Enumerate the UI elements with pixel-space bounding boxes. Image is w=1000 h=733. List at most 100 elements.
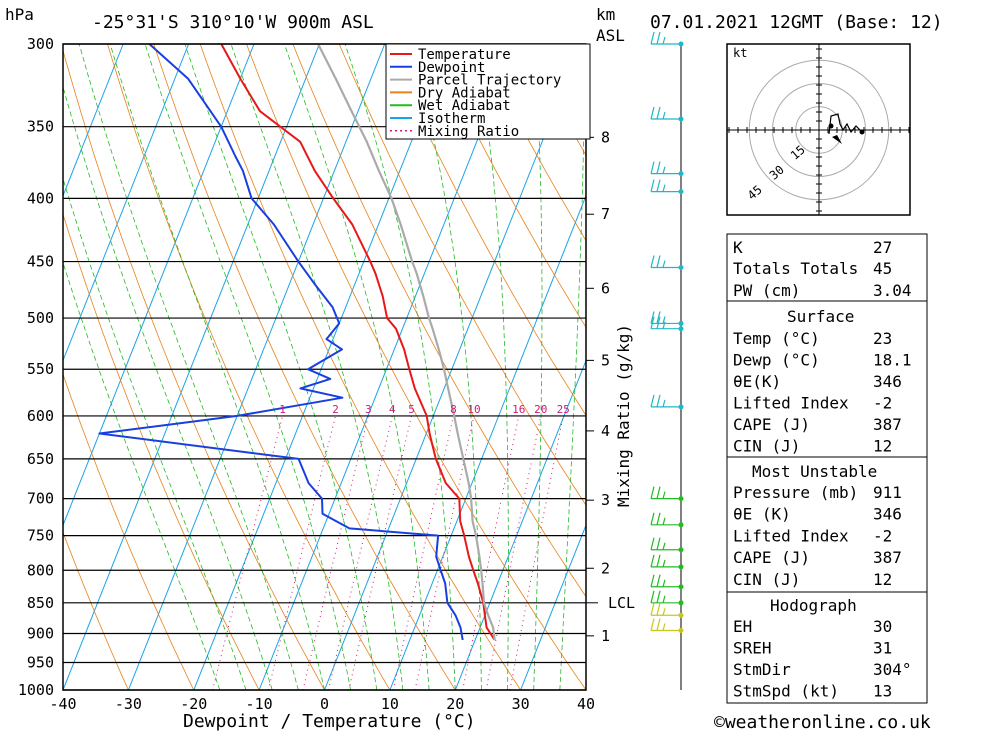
dry-adiabat-line (385, 44, 586, 417)
wind-barb-flag (662, 579, 666, 587)
wind-barb-flag (662, 36, 666, 45)
table-row-label: EH (733, 617, 752, 636)
wind-barb-flag (650, 311, 655, 324)
wind-barb-flag (656, 161, 661, 174)
mixing-ratio-label: 3 (365, 403, 372, 416)
wind-barb-dot (678, 564, 684, 570)
wind-barb-flag (650, 161, 655, 174)
table-row-value: 911 (873, 483, 902, 502)
lcl-label: LCL (608, 594, 635, 612)
footer-credit: ©weatheronline.co.uk (714, 712, 931, 733)
wet-adiabat-line (63, 85, 273, 690)
isotherm-line (454, 359, 586, 690)
asl-unit-label: ASL (596, 26, 625, 45)
wind-barb-dot (678, 547, 684, 553)
dry-adiabat-line (431, 44, 586, 329)
pw-value: 3.04 (873, 281, 912, 300)
km-tick-label: 3 (601, 491, 610, 509)
wind-barb-flag (656, 537, 661, 550)
wind-barb-dot (678, 189, 684, 195)
wind-barb-dot (678, 522, 684, 528)
mixing-ratio-label: 25 (557, 403, 570, 416)
wind-barb-flag (656, 603, 661, 616)
wind-barb-flag (650, 31, 655, 45)
wet-adiabat-line (475, 44, 509, 690)
hodograph-unit: kt (733, 46, 747, 60)
wind-barb-flag (662, 559, 666, 568)
table-row-value: -2 (873, 526, 892, 545)
wind-barb-flag (656, 618, 661, 631)
km-tick-label: 6 (601, 279, 610, 297)
axis-tick-labels: 3003504004505005506006507007508008509009… (18, 35, 595, 713)
table-row-value: 13 (873, 682, 892, 701)
km-unit-label: km (596, 5, 615, 24)
km-tick-label: 5 (601, 351, 610, 369)
wind-barb-dot (678, 612, 684, 618)
km-axis: 1 2 3 4 5 6 7 8 LCL (586, 128, 635, 645)
wind-barb-flag (650, 106, 655, 120)
wind-barb-flag (656, 179, 661, 192)
wet-adiabat-line (109, 44, 325, 690)
profile-series (98, 44, 496, 641)
wind-barb-flag (662, 491, 666, 499)
temperature-tick-label: -10 (246, 695, 273, 713)
wind-barb-dot (678, 404, 684, 410)
table-row-value: 304° (873, 660, 912, 679)
table-row-label: StmDir (733, 660, 791, 679)
isotherm-line (63, 44, 124, 198)
wind-barb-dot (678, 264, 684, 270)
wind-barbs (650, 31, 684, 633)
indices-box (726, 233, 928, 302)
pressure-tick-label: 800 (27, 561, 54, 579)
pressure-tick-label: 850 (27, 594, 54, 612)
wind-barb-dot (678, 116, 684, 122)
wet-adiabat-line (559, 44, 586, 690)
pressure-unit-label: hPa (5, 5, 34, 24)
x-axis-title: Dewpoint / Temperature (°C) (183, 711, 476, 732)
dry-adiabat-line (338, 44, 586, 506)
temperature-line (220, 44, 496, 641)
wind-barb-flag (656, 590, 661, 603)
legend-label: Temperature (418, 47, 511, 63)
wind-barb-dot (678, 600, 684, 606)
wind-barb-flag (650, 618, 655, 631)
table-row-label: SREH (733, 639, 772, 658)
wind-barb-flag (662, 608, 666, 616)
dry-adiabat-line (988, 44, 1000, 690)
wet-adiabat-line (283, 44, 430, 690)
table-row-value: 12 (873, 437, 892, 456)
wind-barb-flag (662, 595, 666, 603)
wind-barb-flag (662, 184, 666, 192)
mixing-ratio-line (328, 415, 393, 690)
most-unstable-title: Most Unstable (752, 462, 877, 481)
wind-barb-flag (650, 486, 655, 499)
wind-barb-flag (662, 166, 666, 174)
mixing-ratio-label: 5 (408, 403, 415, 416)
temperature-tick-label: -30 (115, 695, 142, 713)
table-row-label: Pressure (mb) (733, 483, 858, 502)
wind-barb-flag (650, 590, 655, 603)
mixing-ratio-label: 1 (279, 403, 286, 416)
isotherm-line (63, 44, 190, 362)
parcel-trajectory-line (317, 44, 496, 641)
temperature-tick-label: 10 (381, 695, 399, 713)
wind-barb-flag (662, 321, 666, 329)
table-row-label: CIN (J) (733, 437, 800, 456)
wind-barb-flag (650, 179, 655, 192)
table-row-value: 31 (873, 639, 892, 658)
pw-label: PW (cm) (733, 281, 800, 300)
table-row-label: Lifted Index (733, 394, 849, 413)
table-row-label: Lifted Index (733, 526, 849, 545)
surface-table: Surface Temp (°C) 23 Dewp (°C) 18.1 θE(K) 346… (726, 300, 928, 458)
wind-barb-flag (662, 316, 666, 324)
dry-adiabat-line (153, 44, 456, 690)
isotherm-line (127, 44, 386, 690)
totals-totals-value: 45 (873, 259, 892, 278)
table-row-label: CAPE (J) (733, 548, 810, 567)
wind-barb-flag (650, 574, 655, 587)
wind-barb-dot (678, 320, 684, 326)
table-row-label: StmSpd (kt) (733, 682, 839, 701)
wind-barb-dot (678, 627, 684, 633)
pressure-isobars (63, 43, 586, 691)
datetime-title: 07.01.2021 12GMT (Base: 12) (650, 12, 943, 33)
